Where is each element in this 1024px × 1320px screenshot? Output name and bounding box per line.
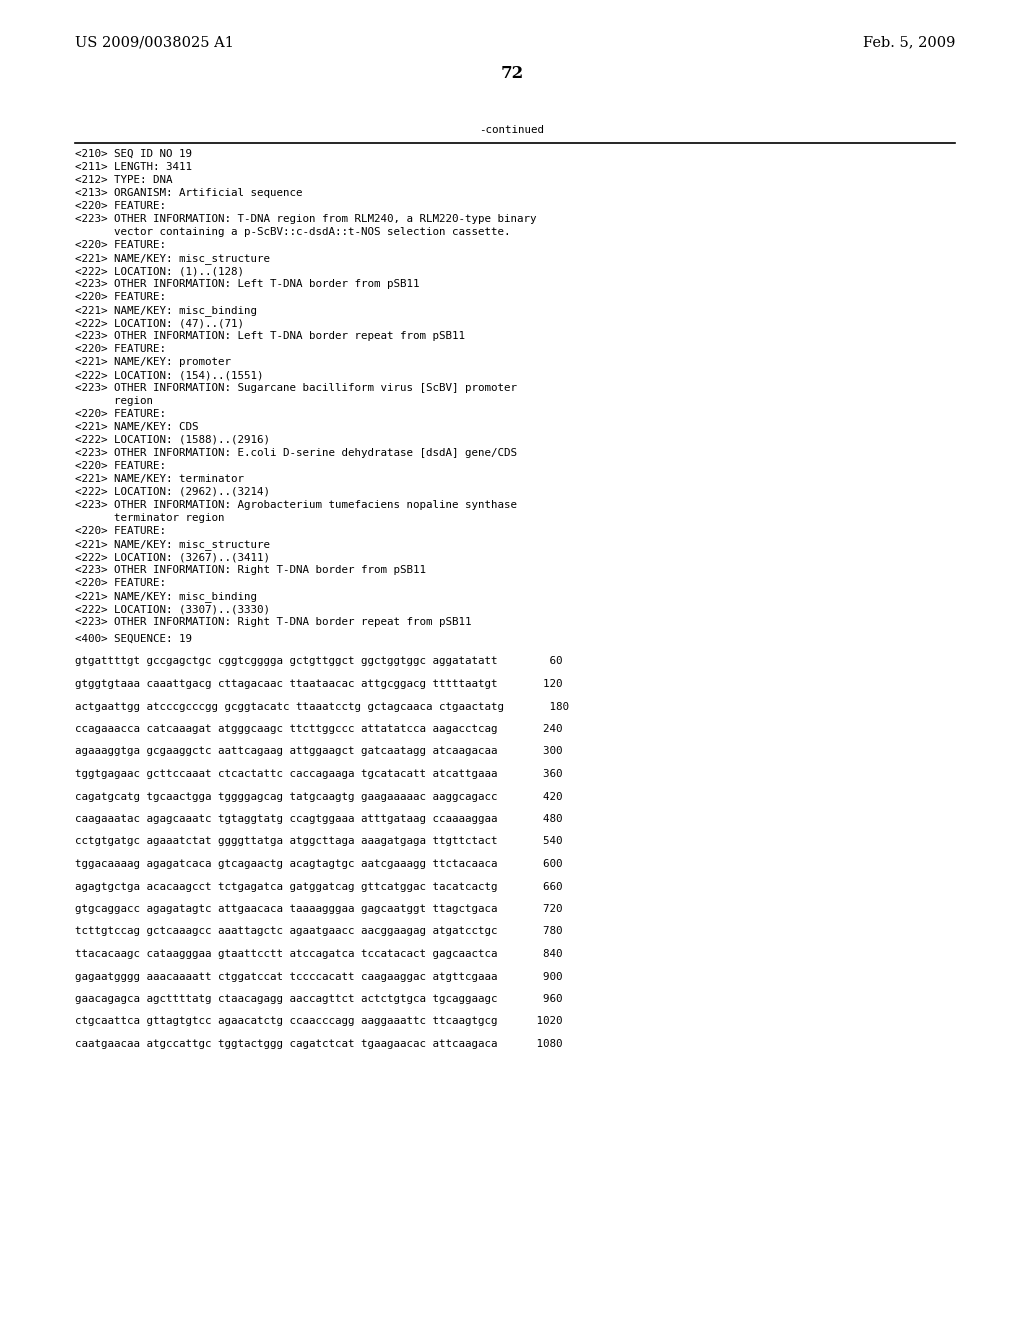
Text: <222> LOCATION: (1)..(128): <222> LOCATION: (1)..(128)	[75, 267, 244, 276]
Text: gtgcaggacc agagatagtc attgaacaca taaaagggaa gagcaatggt ttagctgaca       720: gtgcaggacc agagatagtc attgaacaca taaaagg…	[75, 904, 562, 913]
Text: <220> FEATURE:: <220> FEATURE:	[75, 201, 166, 211]
Text: <223> OTHER INFORMATION: E.coli D-serine dehydratase [dsdA] gene/CDS: <223> OTHER INFORMATION: E.coli D-serine…	[75, 447, 517, 458]
Text: <221> NAME/KEY: misc_structure: <221> NAME/KEY: misc_structure	[75, 253, 270, 264]
Text: ccagaaacca catcaaagat atgggcaagc ttcttggccc attatatcca aagacctcag       240: ccagaaacca catcaaagat atgggcaagc ttcttgg…	[75, 723, 562, 734]
Text: gagaatgggg aaacaaaatt ctggatccat tccccacatt caagaaggac atgttcgaaa       900: gagaatgggg aaacaaaatt ctggatccat tccccac…	[75, 972, 562, 982]
Text: <223> OTHER INFORMATION: Sugarcane bacilliform virus [ScBV] promoter: <223> OTHER INFORMATION: Sugarcane bacil…	[75, 383, 517, 393]
Text: <220> FEATURE:: <220> FEATURE:	[75, 578, 166, 587]
Text: <221> NAME/KEY: misc_binding: <221> NAME/KEY: misc_binding	[75, 305, 257, 315]
Text: <221> NAME/KEY: terminator: <221> NAME/KEY: terminator	[75, 474, 244, 484]
Text: <222> LOCATION: (3307)..(3330): <222> LOCATION: (3307)..(3330)	[75, 605, 270, 614]
Text: <222> LOCATION: (1588)..(2916): <222> LOCATION: (1588)..(2916)	[75, 436, 270, 445]
Text: <222> LOCATION: (2962)..(3214): <222> LOCATION: (2962)..(3214)	[75, 487, 270, 498]
Text: <221> NAME/KEY: promoter: <221> NAME/KEY: promoter	[75, 356, 231, 367]
Text: cctgtgatgc agaaatctat ggggttatga atggcttaga aaagatgaga ttgttctact       540: cctgtgatgc agaaatctat ggggttatga atggctt…	[75, 837, 562, 846]
Text: <223> OTHER INFORMATION: Left T-DNA border from pSB11: <223> OTHER INFORMATION: Left T-DNA bord…	[75, 279, 420, 289]
Text: cagatgcatg tgcaactgga tggggagcag tatgcaagtg gaagaaaaac aaggcagacc       420: cagatgcatg tgcaactgga tggggagcag tatgcaa…	[75, 792, 562, 801]
Text: tggtgagaac gcttccaaat ctcactattc caccagaaga tgcatacatt atcattgaaa       360: tggtgagaac gcttccaaat ctcactattc caccaga…	[75, 770, 562, 779]
Text: <221> NAME/KEY: misc_structure: <221> NAME/KEY: misc_structure	[75, 539, 270, 550]
Text: <213> ORGANISM: Artificial sequence: <213> ORGANISM: Artificial sequence	[75, 187, 302, 198]
Text: agaaaggtga gcgaaggctc aattcagaag attggaagct gatcaatagg atcaagacaa       300: agaaaggtga gcgaaggctc aattcagaag attggaa…	[75, 747, 562, 756]
Text: Feb. 5, 2009: Feb. 5, 2009	[862, 36, 955, 49]
Text: <400> SEQUENCE: 19: <400> SEQUENCE: 19	[75, 634, 193, 644]
Text: 72: 72	[501, 65, 523, 82]
Text: terminator region: terminator region	[75, 513, 224, 523]
Text: gtggtgtaaa caaattgacg cttagacaac ttaataacac attgcggacg tttttaatgt       120: gtggtgtaaa caaattgacg cttagacaac ttaataa…	[75, 678, 562, 689]
Text: <210> SEQ ID NO 19: <210> SEQ ID NO 19	[75, 149, 193, 158]
Text: caatgaacaa atgccattgc tggtactggg cagatctcat tgaagaacac attcaagaca      1080: caatgaacaa atgccattgc tggtactggg cagatct…	[75, 1039, 562, 1049]
Text: actgaattgg atcccgcccgg gcggtacatc ttaaatcctg gctagcaaca ctgaactatg       180: actgaattgg atcccgcccgg gcggtacatc ttaaat…	[75, 701, 569, 711]
Text: gaacagagca agcttttatg ctaacagagg aaccagttct actctgtgca tgcaggaagc       960: gaacagagca agcttttatg ctaacagagg aaccagt…	[75, 994, 562, 1005]
Text: <220> FEATURE:: <220> FEATURE:	[75, 525, 166, 536]
Text: ttacacaagc cataagggaa gtaattcctt atccagatca tccatacact gagcaactca       840: ttacacaagc cataagggaa gtaattcctt atccaga…	[75, 949, 562, 960]
Text: <220> FEATURE:: <220> FEATURE:	[75, 409, 166, 418]
Text: -continued: -continued	[479, 125, 545, 135]
Text: <222> LOCATION: (3267)..(3411): <222> LOCATION: (3267)..(3411)	[75, 552, 270, 562]
Text: <211> LENGTH: 3411: <211> LENGTH: 3411	[75, 162, 193, 172]
Text: <220> FEATURE:: <220> FEATURE:	[75, 292, 166, 302]
Text: <223> OTHER INFORMATION: Right T-DNA border from pSB11: <223> OTHER INFORMATION: Right T-DNA bor…	[75, 565, 426, 576]
Text: <222> LOCATION: (47)..(71): <222> LOCATION: (47)..(71)	[75, 318, 244, 327]
Text: region: region	[75, 396, 153, 407]
Text: <220> FEATURE:: <220> FEATURE:	[75, 461, 166, 471]
Text: <221> NAME/KEY: CDS: <221> NAME/KEY: CDS	[75, 422, 199, 432]
Text: caagaaatac agagcaaatc tgtaggtatg ccagtggaaa atttgataag ccaaaaggaa       480: caagaaatac agagcaaatc tgtaggtatg ccagtgg…	[75, 814, 562, 824]
Text: vector containing a p-ScBV::c-dsdA::t-NOS selection cassette.: vector containing a p-ScBV::c-dsdA::t-NO…	[75, 227, 511, 238]
Text: gtgattttgt gccgagctgc cggtcgggga gctgttggct ggctggtggc aggatatatt        60: gtgattttgt gccgagctgc cggtcgggga gctgttg…	[75, 656, 562, 667]
Text: tggacaaaag agagatcaca gtcagaactg acagtagtgc aatcgaaagg ttctacaaca       600: tggacaaaag agagatcaca gtcagaactg acagtag…	[75, 859, 562, 869]
Text: tcttgtccag gctcaaagcc aaattagctc agaatgaacc aacggaagag atgatcctgc       780: tcttgtccag gctcaaagcc aaattagctc agaatga…	[75, 927, 562, 936]
Text: US 2009/0038025 A1: US 2009/0038025 A1	[75, 36, 233, 49]
Text: <220> FEATURE:: <220> FEATURE:	[75, 345, 166, 354]
Text: <223> OTHER INFORMATION: Agrobacterium tumefaciens nopaline synthase: <223> OTHER INFORMATION: Agrobacterium t…	[75, 500, 517, 510]
Text: <222> LOCATION: (154)..(1551): <222> LOCATION: (154)..(1551)	[75, 370, 263, 380]
Text: <223> OTHER INFORMATION: Left T-DNA border repeat from pSB11: <223> OTHER INFORMATION: Left T-DNA bord…	[75, 331, 465, 341]
Text: <223> OTHER INFORMATION: Right T-DNA border repeat from pSB11: <223> OTHER INFORMATION: Right T-DNA bor…	[75, 616, 471, 627]
Text: <221> NAME/KEY: misc_binding: <221> NAME/KEY: misc_binding	[75, 591, 257, 602]
Text: agagtgctga acacaagcct tctgagatca gatggatcag gttcatggac tacatcactg       660: agagtgctga acacaagcct tctgagatca gatggat…	[75, 882, 562, 891]
Text: ctgcaattca gttagtgtcc agaacatctg ccaacccagg aaggaaattc ttcaagtgcg      1020: ctgcaattca gttagtgtcc agaacatctg ccaaccc…	[75, 1016, 562, 1027]
Text: <212> TYPE: DNA: <212> TYPE: DNA	[75, 176, 172, 185]
Text: <223> OTHER INFORMATION: T-DNA region from RLM240, a RLM220-type binary: <223> OTHER INFORMATION: T-DNA region fr…	[75, 214, 537, 224]
Text: <220> FEATURE:: <220> FEATURE:	[75, 240, 166, 249]
